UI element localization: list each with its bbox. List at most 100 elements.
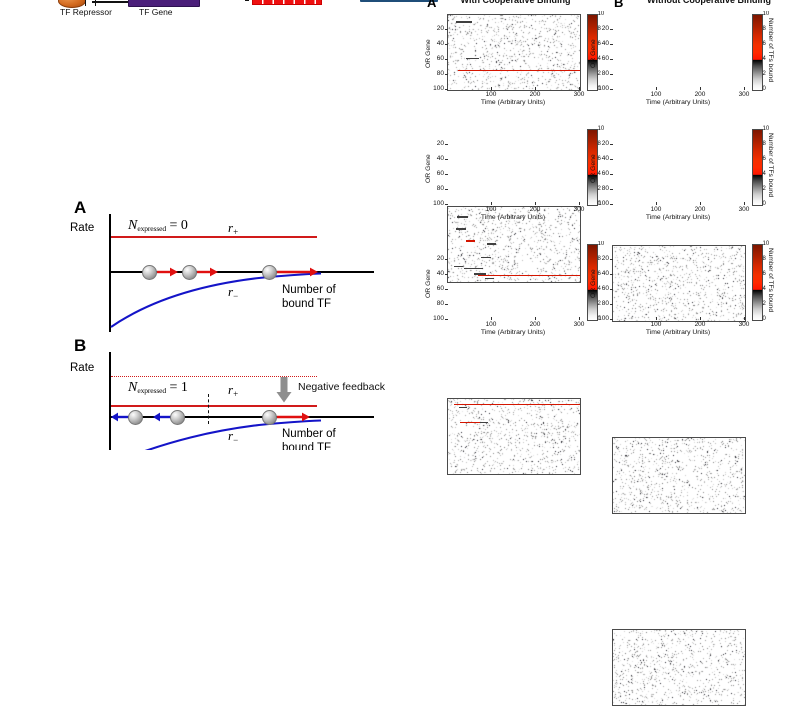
arrow-right-2-icon [197, 267, 218, 277]
heatmap-colorbar-tick: 10 [762, 125, 770, 132]
panel-a-n-expressed-label: Nexpressed = 0 [128, 218, 188, 233]
panel-b-r-plus-dotted-line [111, 376, 317, 377]
heatmap-x-axis-title: Time (Arbitrary Units) [645, 329, 711, 336]
heatmap-x-tick: 300 [738, 206, 750, 213]
heatmap-y-tick-mark [444, 44, 448, 45]
panel-b-r-plus-line [111, 405, 317, 407]
heatmap-y-tick-mark [444, 289, 448, 290]
heatmap-expression-segment [486, 243, 497, 245]
heatmap-colorbar-tick: 6 [597, 155, 601, 162]
heatmap-colorbar-tick: 4 [597, 170, 601, 177]
heatmap-x-tick: 200 [694, 321, 706, 328]
heatmap-y-tick: 80 [436, 185, 444, 192]
heatmap-y-tick: 60 [436, 170, 444, 177]
heatmap-colorbar-tick: 2 [762, 185, 766, 192]
heatmap-x-tick: 300 [738, 91, 750, 98]
heatmap-y-axis-title: OR Gene [590, 153, 597, 183]
tf-gene-label: TF Gene [139, 7, 173, 17]
heatmap-column-b-letter: B [614, 0, 624, 10]
heatmap-x-tick-mark [535, 201, 536, 205]
sphere-state-3 [262, 410, 277, 425]
heatmap-expression-segment [481, 256, 492, 259]
arrow-left-2-icon [153, 412, 172, 422]
heatmap-panel-grid: 20 40 60 80 100 100 200 300 Time (Arbitrary Unit… [425, 0, 800, 706]
heatmap-y-tick: 60 [436, 55, 444, 62]
arrow-right-1-icon [157, 267, 178, 277]
heatmap-y-tick: 80 [436, 70, 444, 77]
heatmap-y-tick-mark [444, 259, 448, 260]
heatmap-y-tick: 80 [601, 300, 609, 307]
heatmap-y-tick: 40 [601, 40, 609, 47]
heatmap-y-axis-title: OR Gene [425, 153, 432, 183]
panel-b-n-expressed-label: Nexpressed = 1 [128, 380, 188, 395]
heatmap-colorbar [587, 244, 598, 321]
heatmap-colorbar-tick: 0 [597, 200, 601, 207]
heatmap-x-tick-mark [700, 201, 701, 205]
heatmap-colorbar-tick: 10 [597, 10, 605, 17]
heatmap-colorbar-tick: 10 [762, 10, 770, 17]
heatmap-x-axis-title: Time (Arbitrary Units) [480, 214, 546, 221]
heatmap-colorbar-tick: 10 [762, 240, 770, 247]
heatmap-y-tick: 20 [436, 25, 444, 32]
heatmap-y-tick-mark [444, 319, 448, 320]
heatmap-x-tick-mark [579, 86, 580, 90]
tf-gene-bar-purple [128, 0, 200, 7]
heatmap-y-tick-mark [609, 29, 613, 30]
panel-a-r-plus-line [111, 236, 317, 238]
heatmap-x-tick: 200 [529, 321, 541, 328]
heatmap-x-tick-mark [491, 86, 492, 90]
heatmap-x-tick: 200 [694, 206, 706, 213]
heatmap-x-tick-mark [656, 201, 657, 205]
heatmap-column-a-title: With Cooperative Binding [460, 0, 571, 5]
heatmap-colorbar-tick: 2 [597, 185, 601, 192]
panel-b-r-minus-curve [144, 419, 322, 450]
heatmap-colorbar [587, 129, 598, 206]
heatmap-colorbar-tick: 4 [762, 55, 766, 62]
panel-b-threshold-dashed-line [208, 394, 209, 424]
heatmap-column-b-title: Without Cooperative Binding [647, 0, 771, 5]
heatmap-y-tick: 80 [601, 70, 609, 77]
heatmap-x-tick-mark [535, 86, 536, 90]
heatmap-colorbar-tick: 8 [762, 25, 766, 32]
heatmap-y-tick-mark [444, 144, 448, 145]
heatmap-colorbar-tick: 0 [762, 200, 766, 207]
heatmap-colorbar-tick: 6 [762, 40, 766, 47]
heatmap-expression-segment [455, 228, 466, 230]
panel-b-y-axis [109, 352, 111, 450]
heatmap-x-tick: 100 [485, 91, 497, 98]
heatmap-x-axis-title: Time (Arbitrary Units) [645, 214, 711, 221]
heatmap-plot-b-row2 [612, 437, 746, 514]
heatmap-y-tick: 80 [601, 185, 609, 192]
heatmap-expression-segment [454, 403, 580, 406]
heatmap-plot-b-row3 [612, 629, 746, 706]
heatmap-x-tick-mark [744, 316, 745, 320]
heatmap-x-tick: 100 [650, 321, 662, 328]
heatmap-x-tick: 200 [694, 91, 706, 98]
arrow-left-1-icon [111, 412, 130, 422]
heatmap-y-tick-mark [444, 74, 448, 75]
reporter-gene-bar-blue [360, 0, 438, 2]
sphere-state-3 [262, 265, 277, 280]
heatmap-colorbar-tick: 8 [597, 255, 601, 262]
heatmap-noise-layer [448, 15, 580, 90]
heatmap-colorbar-tick: 0 [762, 85, 766, 92]
panel-b-x-label-line1: Number of [282, 428, 336, 440]
tf-schematic-strip: TF Repressor TF Gene [0, 0, 800, 22]
heatmap-y-tick-mark [609, 304, 613, 305]
heatmap-colorbar-tick: 10 [597, 240, 605, 247]
heatmap-y-tick: 60 [601, 285, 609, 292]
dna-line-left [92, 1, 130, 3]
heatmap-noise-layer [613, 630, 745, 705]
heatmap-y-tick: 40 [436, 270, 444, 277]
heatmap-y-tick: 100 [433, 200, 444, 207]
heatmap-y-tick: 100 [433, 85, 444, 92]
heatmap-expression-segment [456, 216, 468, 218]
panel-b-rate-label: Rate [70, 362, 95, 374]
sphere-state-1 [128, 410, 143, 425]
rate-panel-a: A Rate Nexpressed = 0 r+ r− Number of bo… [70, 198, 400, 336]
heatmap-x-tick: 300 [573, 206, 585, 213]
sphere-state-2 [170, 410, 185, 425]
heatmap-x-tick-mark [744, 201, 745, 205]
panel-a-x-axis [109, 271, 374, 273]
heatmap-y-tick-mark [444, 304, 448, 305]
